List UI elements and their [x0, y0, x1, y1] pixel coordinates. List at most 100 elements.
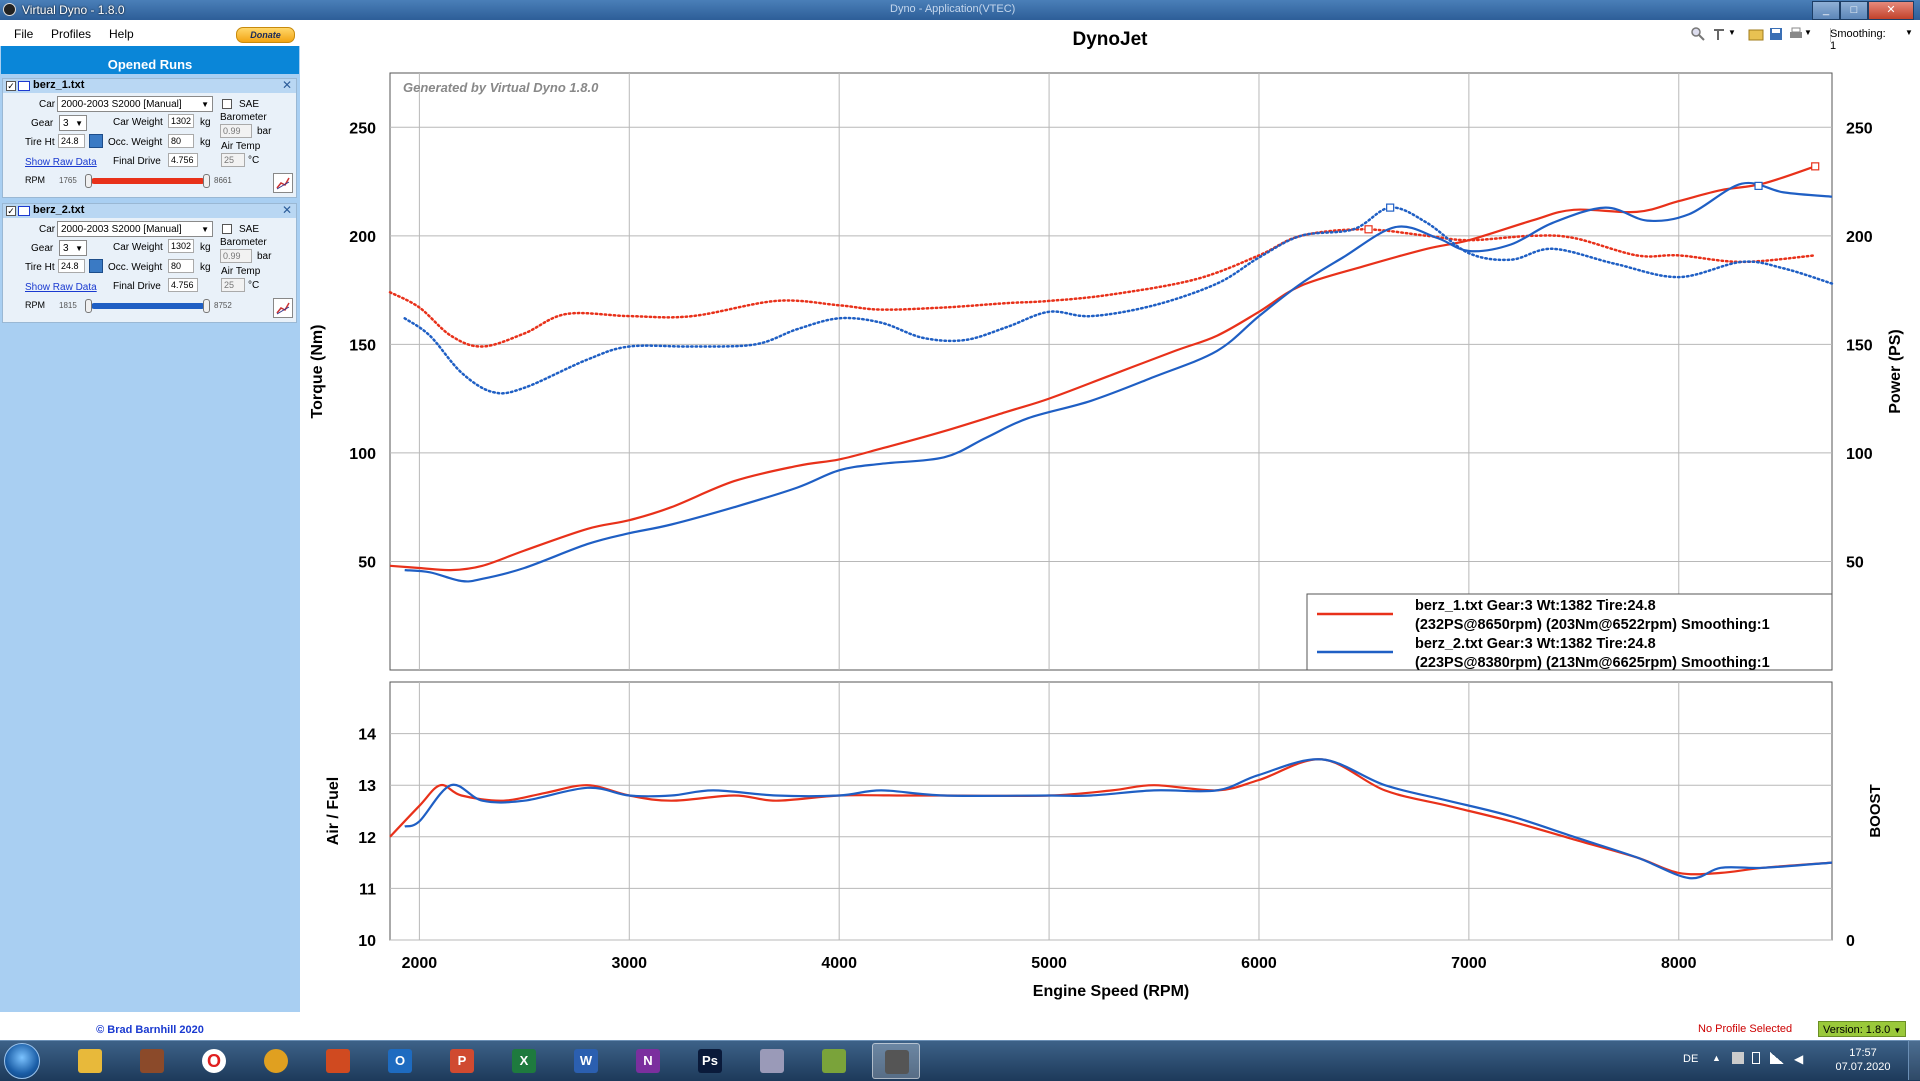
x-tick-label: 7000	[1451, 955, 1487, 972]
zoom-icon[interactable]	[1690, 26, 1706, 42]
action-center-icon[interactable]	[1732, 1052, 1744, 1064]
final-drive-input[interactable]: 4.756	[168, 278, 198, 292]
menu-file[interactable]: File	[14, 27, 34, 41]
sae-checkbox[interactable]	[222, 224, 232, 234]
taskbar-app-winrar[interactable]	[128, 1043, 176, 1079]
y-tick-label: 12	[358, 830, 376, 847]
rpm-max-handle[interactable]	[203, 299, 210, 313]
excel-icon: X	[512, 1049, 536, 1073]
clock[interactable]: 17:57 07.07.2020	[1835, 1047, 1891, 1073]
window-controls: _ □ ✕	[1812, 1, 1914, 20]
legend-entry-line2: (232PS@8650rpm) (203Nm@6522rpm) Smoothin…	[1415, 617, 1770, 633]
show-raw-data-link[interactable]: Show Raw Data	[25, 157, 97, 168]
y-tick-label: 150	[349, 337, 376, 354]
print-icon[interactable]	[1788, 26, 1804, 42]
taskbar-app-powerpoint[interactable]: P	[438, 1043, 486, 1079]
y-axis-label-afr: Air / Fuel	[325, 777, 342, 845]
notepad-icon	[822, 1049, 846, 1073]
gear-select[interactable]: 3 ▼	[59, 240, 87, 256]
taskbar-app-snipping[interactable]	[748, 1043, 796, 1079]
taskbar-app-opera[interactable]: O	[190, 1043, 238, 1079]
rpm-range-slider[interactable]	[91, 178, 205, 184]
tire-calculator-icon[interactable]	[89, 259, 103, 273]
chevron-down-icon[interactable]: ▼	[1905, 28, 1913, 37]
car-weight-input[interactable]: 1302	[168, 239, 194, 253]
barometer-label: Barometer	[220, 112, 267, 123]
rpm-max-handle[interactable]	[203, 174, 210, 188]
chevron-down-icon: ▼	[1893, 1026, 1902, 1035]
menu-profiles[interactable]: Profiles	[51, 27, 92, 41]
maximize-button[interactable]: □	[1840, 1, 1868, 20]
taskbar-app-chrome[interactable]	[252, 1043, 300, 1079]
taskbar: O O P X W N Ps	[0, 1040, 1920, 1081]
minimize-button[interactable]: _	[1812, 1, 1840, 20]
chevron-down-icon[interactable]: ▼	[1728, 28, 1736, 37]
close-run-icon[interactable]: ✕	[281, 203, 292, 217]
air-temp-input[interactable]: 25	[221, 278, 245, 292]
taskbar-app-notepad[interactable]	[810, 1043, 858, 1079]
chart-graph-icon[interactable]	[273, 173, 293, 193]
sae-checkbox[interactable]	[222, 99, 232, 109]
tools-icon[interactable]	[1712, 26, 1728, 42]
donate-button[interactable]: Donate	[236, 27, 295, 43]
run-visible-checkbox[interactable]: ✓	[6, 206, 16, 216]
start-button[interactable]	[4, 1043, 40, 1079]
run-color-box[interactable]	[18, 81, 30, 91]
final-drive-input[interactable]: 4.756	[168, 153, 198, 167]
opened-runs-header: Opened Runs	[1, 46, 299, 74]
rpm-min-handle[interactable]	[85, 174, 92, 188]
car-select[interactable]: 2000-2003 S2000 [Manual] ▼	[57, 221, 213, 237]
tire-calculator-icon[interactable]	[89, 134, 103, 148]
run-card-2: ✓ berz_2.txt ✕ Car 2000-2003 S2000 [Manu…	[2, 203, 297, 323]
air-temp-input[interactable]: 25	[221, 153, 245, 167]
run-color-box[interactable]	[18, 206, 30, 216]
close-run-icon[interactable]: ✕	[281, 78, 292, 92]
smoothing-select[interactable]: Smoothing: 1	[1830, 28, 1886, 52]
taskbar-app-explorer[interactable]	[66, 1043, 114, 1079]
gear-select[interactable]: 3 ▼	[59, 115, 87, 131]
volume-icon[interactable]: ◀	[1794, 1052, 1804, 1066]
taskbar-app-excel[interactable]: X	[500, 1043, 548, 1079]
menu-help[interactable]: Help	[109, 27, 134, 41]
tray-expand-icon[interactable]: ▲	[1712, 1053, 1721, 1063]
onenote-icon: N	[636, 1049, 660, 1073]
taskbar-app-outlook[interactable]: O	[376, 1043, 424, 1079]
chevron-down-icon[interactable]: ▼	[1804, 28, 1812, 37]
show-desktop-button[interactable]	[1908, 1040, 1920, 1080]
car-weight-input[interactable]: 1302	[168, 114, 194, 128]
open-folder-icon[interactable]	[1748, 26, 1764, 42]
rpm-range-slider[interactable]	[91, 303, 205, 309]
taskbar-app-virtual-dyno[interactable]	[872, 1043, 920, 1079]
series-line-berz-2-txt-torque-nm-	[403, 206, 1834, 395]
barometer-input[interactable]: 0.99	[220, 124, 252, 138]
tire-input[interactable]: 24.8	[58, 134, 85, 148]
occ-weight-input[interactable]: 80	[168, 134, 194, 148]
y-tick-label: 11	[359, 881, 376, 898]
winrar-icon	[140, 1049, 164, 1073]
tire-input[interactable]: 24.8	[58, 259, 85, 273]
taskbar-app-onenote[interactable]: N	[624, 1043, 672, 1079]
car-select[interactable]: 2000-2003 S2000 [Manual] ▼	[57, 96, 213, 112]
barometer-input[interactable]: 0.99	[220, 249, 252, 263]
run-name: berz_2.txt	[33, 204, 85, 216]
network-icon[interactable]	[1770, 1052, 1784, 1064]
snipping-icon	[760, 1049, 784, 1073]
save-icon[interactable]	[1768, 26, 1784, 42]
taskbar-app-paint[interactable]	[314, 1043, 362, 1079]
y2-tick-label: 250	[1846, 120, 1873, 137]
taskbar-app-word[interactable]: W	[562, 1043, 610, 1079]
version-select[interactable]: Version: 1.8.0 ▼	[1818, 1021, 1906, 1037]
app-icon[interactable]	[3, 3, 16, 16]
battery-icon[interactable]	[1752, 1052, 1760, 1064]
language-indicator[interactable]: DE	[1683, 1053, 1699, 1065]
chart-graph-icon[interactable]	[273, 298, 293, 318]
photoshop-icon: Ps	[698, 1049, 722, 1073]
close-button[interactable]: ✕	[1868, 1, 1914, 20]
run-visible-checkbox[interactable]: ✓	[6, 81, 16, 91]
series-line-berz-1-txt-power-ps-	[389, 165, 1816, 572]
occ-weight-input[interactable]: 80	[168, 259, 194, 273]
taskbar-app-photoshop[interactable]: Ps	[686, 1043, 734, 1079]
series-line-berz-1-txt-torque-nm-	[388, 228, 1817, 348]
show-raw-data-link[interactable]: Show Raw Data	[25, 282, 97, 293]
rpm-min-handle[interactable]	[85, 299, 92, 313]
